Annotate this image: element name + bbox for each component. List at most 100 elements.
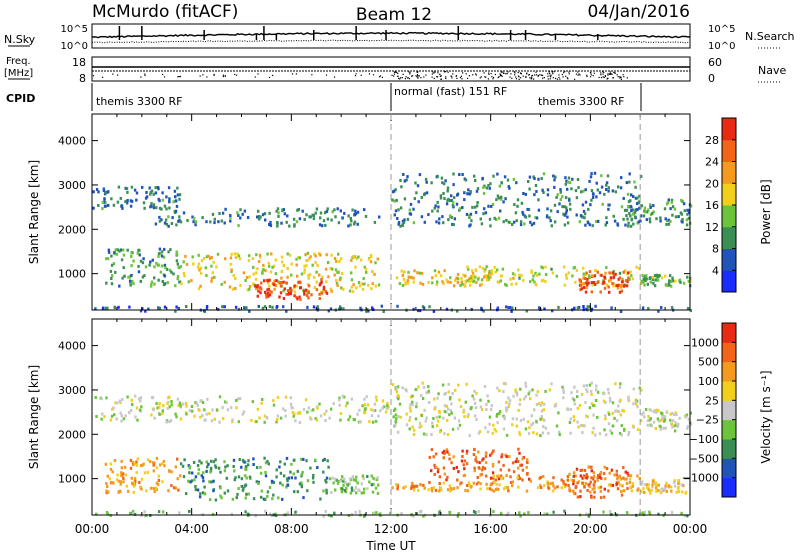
scatter-cell — [402, 486, 405, 490]
scatter-cell — [516, 476, 519, 480]
nave-point — [488, 73, 490, 75]
scatter-cell — [439, 274, 443, 278]
scatter-cell — [251, 400, 254, 404]
scatter-cell — [289, 402, 293, 406]
scatter-cell — [235, 496, 238, 500]
scatter-cell — [147, 307, 150, 311]
scatter-cell — [157, 510, 161, 514]
scatter-cell — [530, 269, 533, 273]
scatter-cell — [268, 284, 271, 288]
colorbar-tick-label: 12 — [705, 221, 719, 234]
nave-point — [602, 76, 604, 78]
scatter-cell — [176, 275, 180, 278]
colorbar-tick-label: 500 — [698, 356, 719, 369]
scatter-cell — [628, 180, 631, 184]
scatter-cell — [384, 410, 388, 414]
scatter-cell — [632, 402, 635, 406]
x-tick-label: 16:00 — [473, 522, 508, 536]
scatter-cell — [161, 198, 165, 202]
scatter-cell — [312, 473, 315, 477]
scatter-cell — [590, 465, 593, 469]
scatter-cell — [540, 265, 543, 269]
scatter-cell — [168, 420, 171, 424]
scatter-cell — [450, 199, 453, 202]
scatter-cell — [504, 453, 507, 457]
scatter-cell — [534, 216, 537, 220]
scatter-cell — [436, 200, 439, 204]
scatter-cell — [243, 209, 247, 213]
scatter-cell — [449, 489, 452, 493]
scatter-cell — [333, 257, 337, 261]
scatter-cell — [165, 420, 168, 424]
scatter-cell — [294, 510, 297, 514]
scatter-cell — [412, 488, 416, 492]
scatter-cell — [505, 474, 508, 477]
scatter-cell — [466, 265, 469, 269]
scatter-cell — [395, 390, 399, 394]
scatter-cell — [256, 407, 260, 411]
scatter-cell — [333, 208, 336, 212]
scatter-cell — [617, 283, 620, 287]
scatter-cell — [277, 214, 280, 218]
scatter-cell — [614, 382, 617, 386]
scatter-cell — [477, 480, 480, 484]
scatter-cell — [524, 395, 527, 399]
scatter-cell — [181, 464, 185, 468]
scatter-cell — [324, 419, 327, 422]
scatter-cell — [624, 269, 627, 273]
scatter-cell — [175, 415, 178, 419]
scatter-cell — [595, 181, 598, 185]
scatter-cell — [304, 398, 308, 402]
nave-point — [475, 74, 477, 76]
scatter-cell — [231, 287, 235, 291]
scatter-cell — [437, 205, 440, 209]
scatter-cell — [641, 511, 644, 515]
nave-tick-top: 60 — [708, 56, 722, 69]
scatter-cell — [663, 415, 667, 419]
scatter-cell — [166, 267, 169, 271]
scatter-cell — [622, 217, 625, 221]
scatter-cell — [517, 460, 520, 463]
scatter-cell — [246, 216, 250, 219]
scatter-cell — [611, 483, 615, 487]
colorbar-swatch — [722, 248, 736, 271]
scatter-cell — [132, 490, 135, 494]
scatter-cell — [454, 388, 457, 392]
scatter-cell — [354, 265, 357, 269]
nave-point — [561, 73, 563, 76]
scatter-cell — [487, 399, 490, 403]
scatter-cell — [196, 265, 200, 269]
scatter-cell — [573, 306, 576, 310]
scatter-cell — [647, 414, 650, 418]
colorbar-swatch — [722, 361, 736, 382]
scatter-cell — [152, 203, 156, 207]
scatter-cell — [586, 277, 589, 281]
nave-point — [501, 75, 503, 77]
scatter-cell — [642, 214, 646, 218]
scatter-cell — [500, 181, 503, 185]
scatter-cell — [502, 381, 506, 385]
scatter-cell — [133, 188, 137, 192]
nave-point — [593, 72, 595, 74]
scatter-cell — [255, 480, 258, 484]
scatter-cell — [284, 395, 288, 399]
scatter-cell — [330, 491, 333, 494]
scatter-cell — [110, 277, 113, 280]
scatter-cell — [292, 217, 296, 221]
scatter-cell — [339, 418, 342, 422]
scatter-cell — [223, 221, 226, 225]
scatter-cell — [344, 404, 348, 408]
scatter-cell — [535, 190, 538, 193]
scatter-cell — [313, 275, 316, 279]
scatter-cell — [607, 189, 610, 193]
nsky-tick-bottom: 10^0 — [61, 41, 88, 52]
scatter-cell — [659, 216, 662, 220]
scatter-cell — [167, 489, 170, 493]
scatter-cell — [236, 211, 239, 215]
scatter-cell — [176, 457, 179, 461]
scatter-cell — [167, 215, 170, 219]
scatter-cell — [425, 433, 428, 437]
scatter-cell — [399, 179, 402, 182]
scatter-cell — [682, 202, 686, 206]
scatter-cell — [477, 466, 480, 470]
